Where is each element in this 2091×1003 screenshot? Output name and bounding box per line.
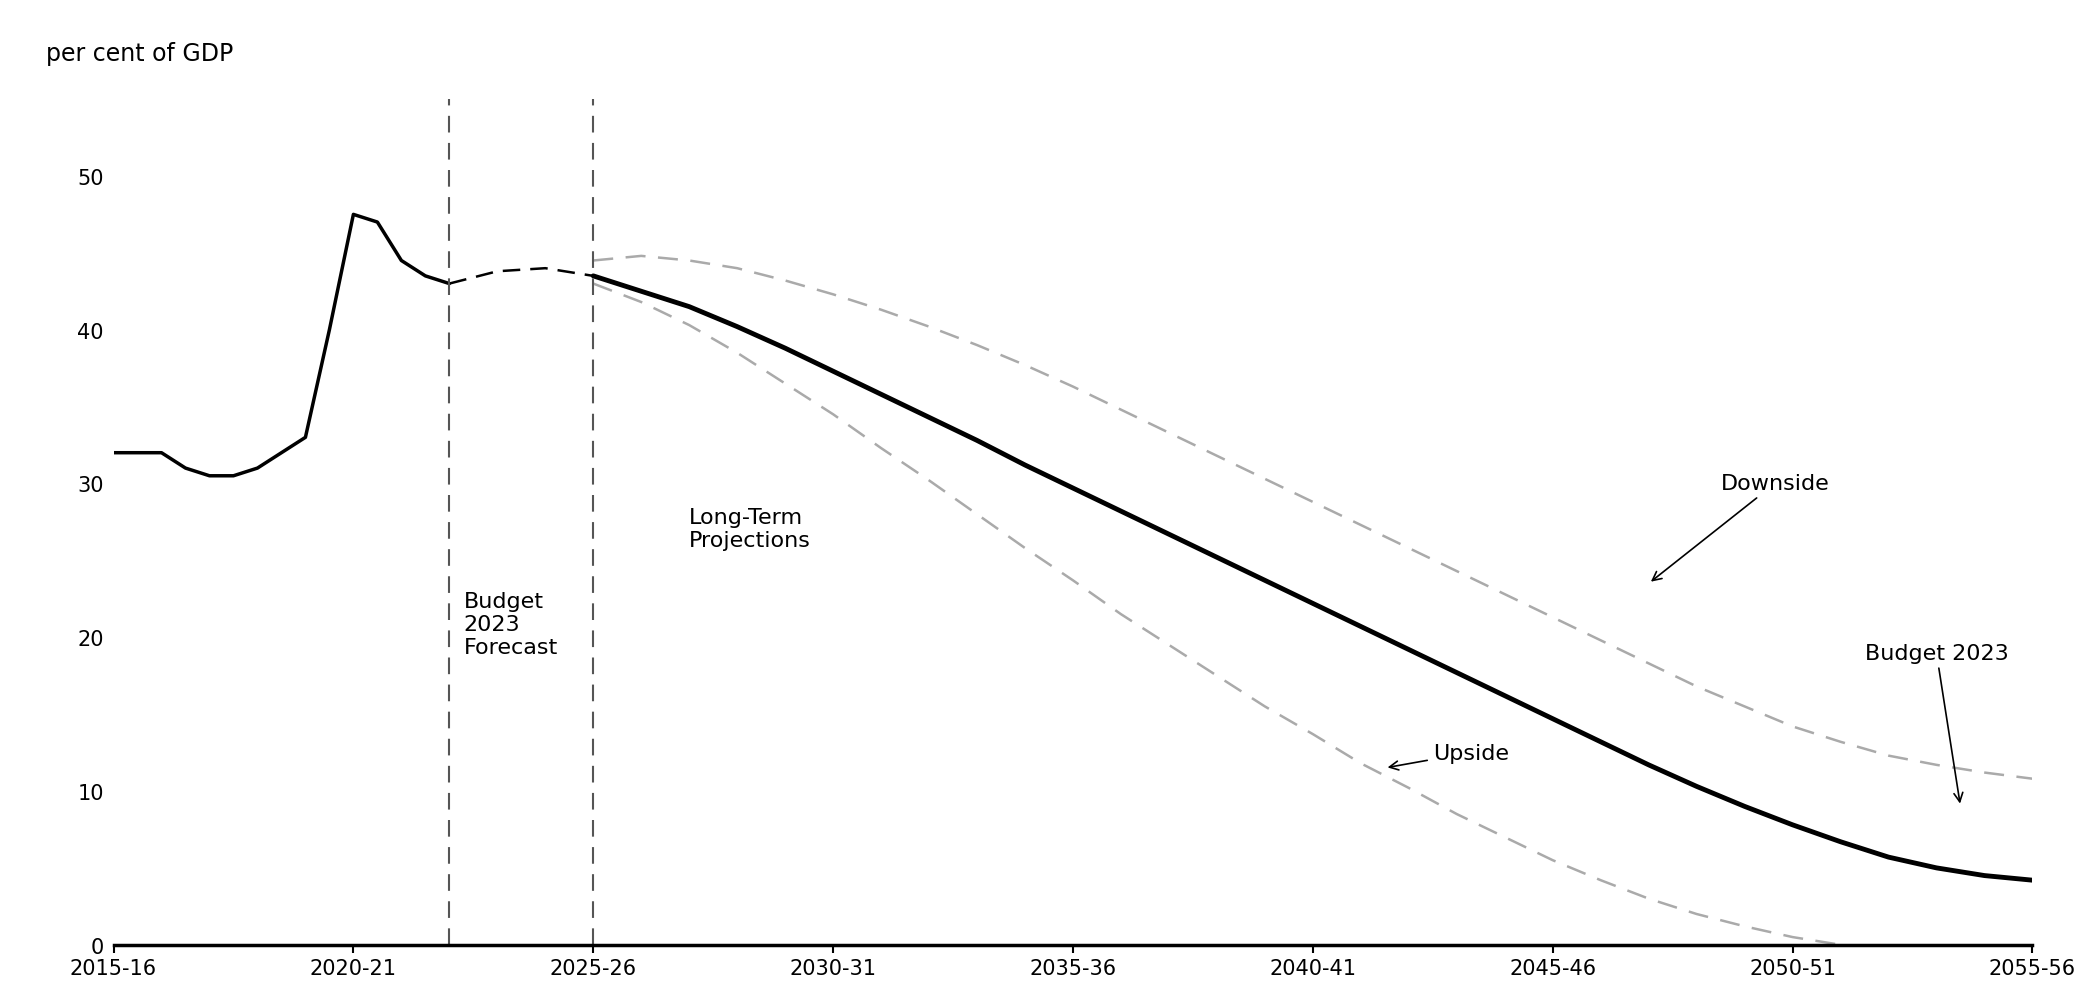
Text: Budget
2023
Forecast: Budget 2023 Forecast	[464, 592, 558, 658]
Text: Upside: Upside	[1388, 743, 1510, 770]
Text: Long-Term
Projections: Long-Term Projections	[690, 508, 811, 551]
Text: Budget 2023: Budget 2023	[1865, 643, 2007, 802]
Text: per cent of GDP: per cent of GDP	[46, 42, 234, 66]
Text: Downside: Downside	[1652, 474, 1830, 581]
